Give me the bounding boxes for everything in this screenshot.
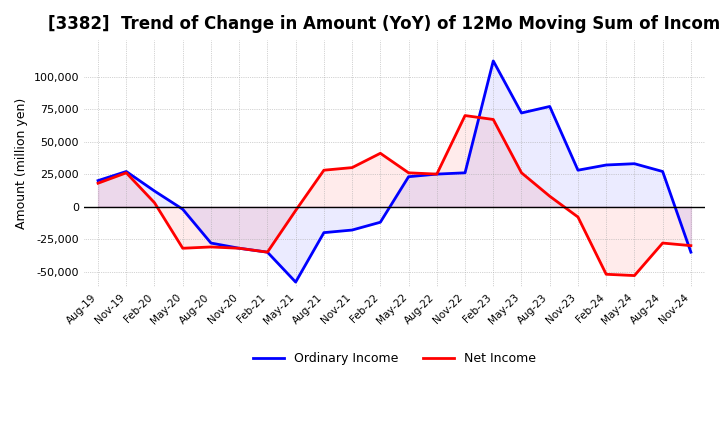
Ordinary Income [179, 207, 187, 212]
Net Income [376, 150, 384, 156]
Line: Ordinary Income: Ordinary Income [98, 61, 691, 282]
Ordinary Income [630, 161, 639, 166]
Net Income [658, 240, 667, 246]
Ordinary Income [461, 170, 469, 176]
Ordinary Income [602, 162, 611, 168]
Ordinary Income [404, 174, 413, 180]
Net Income [292, 208, 300, 213]
Ordinary Income [433, 172, 441, 177]
Net Income [263, 249, 271, 255]
Ordinary Income [546, 104, 554, 109]
Ordinary Income [658, 169, 667, 174]
Net Income [235, 246, 243, 251]
Net Income [122, 170, 130, 176]
Net Income [150, 200, 159, 205]
Net Income [433, 172, 441, 177]
Ordinary Income [574, 168, 582, 173]
Ordinary Income [687, 249, 696, 255]
Ordinary Income [517, 110, 526, 116]
Title: [3382]  Trend of Change in Amount (YoY) of 12Mo Moving Sum of Incomes: [3382] Trend of Change in Amount (YoY) o… [48, 15, 720, 33]
Net Income [179, 246, 187, 251]
Ordinary Income [489, 58, 498, 63]
Ordinary Income [94, 178, 102, 183]
Ordinary Income [150, 188, 159, 194]
Ordinary Income [207, 240, 215, 246]
Net Income [546, 194, 554, 199]
Line: Net Income: Net Income [98, 116, 691, 275]
Y-axis label: Amount (million yen): Amount (million yen) [15, 98, 28, 229]
Ordinary Income [320, 230, 328, 235]
Net Income [404, 170, 413, 176]
Net Income [348, 165, 356, 170]
Net Income [207, 244, 215, 249]
Net Income [489, 117, 498, 122]
Ordinary Income [348, 227, 356, 233]
Ordinary Income [263, 249, 271, 255]
Net Income [630, 273, 639, 278]
Net Income [574, 214, 582, 220]
Net Income [687, 243, 696, 248]
Net Income [320, 168, 328, 173]
Ordinary Income [376, 220, 384, 225]
Ordinary Income [292, 279, 300, 285]
Net Income [94, 180, 102, 186]
Ordinary Income [235, 246, 243, 251]
Net Income [517, 170, 526, 176]
Legend: Ordinary Income, Net Income: Ordinary Income, Net Income [248, 347, 541, 370]
Net Income [602, 271, 611, 277]
Ordinary Income [122, 169, 130, 174]
Net Income [461, 113, 469, 118]
